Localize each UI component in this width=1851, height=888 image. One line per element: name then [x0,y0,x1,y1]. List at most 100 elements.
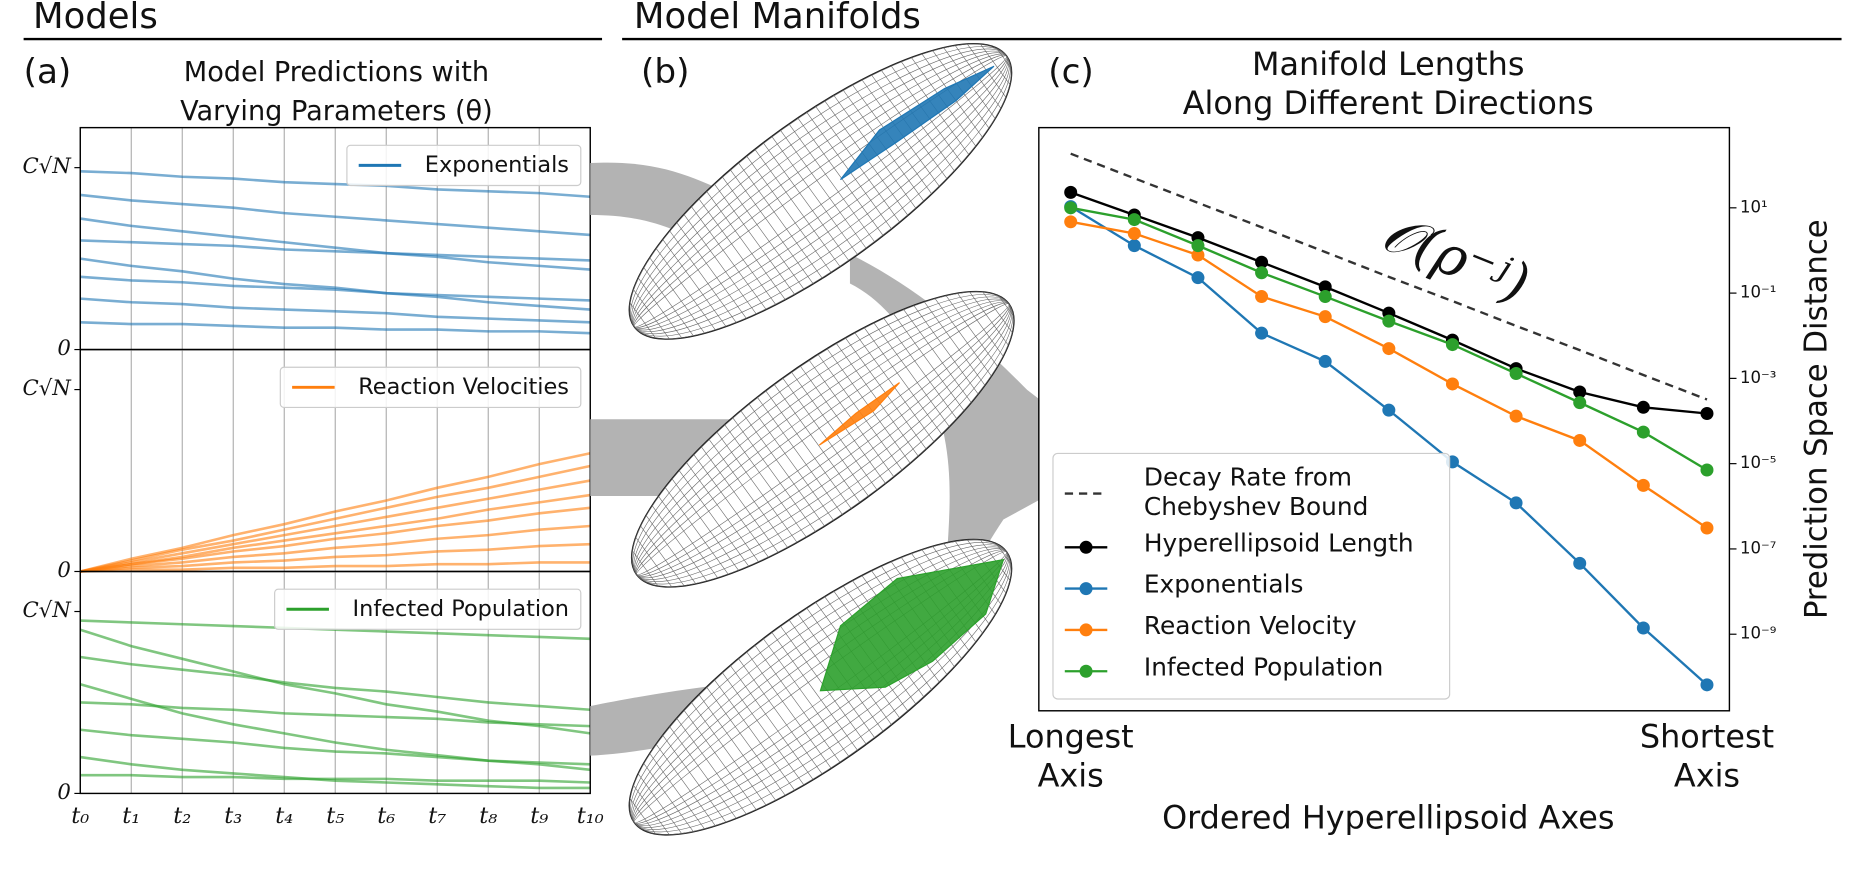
prediction-line [80,297,591,324]
wire [705,434,792,553]
panel-label: (b) [641,52,689,92]
manifold-patch [840,65,995,181]
prediction-line [80,773,591,784]
wire [859,321,947,441]
wire [765,390,852,510]
prediction-line [80,320,591,335]
wire [713,427,801,547]
y-tick-label: C√N [22,598,72,623]
wire [670,458,758,578]
legend-label-box: Reaction Velocity [1143,611,1357,640]
legend-box [346,144,582,187]
wire [694,192,781,312]
x-tick-label: t₆ [377,803,395,829]
legend-marker [1079,664,1093,678]
wire [722,421,809,541]
y-tick-label: 0 [57,558,71,583]
wire [711,179,798,299]
legend-label-box: Decay Rate from Chebyshev Bound [1143,462,1369,521]
series-point [1700,521,1714,535]
chart-title: Manifold Lengths [1252,45,1524,83]
series-point [1255,266,1269,280]
wire [676,700,764,820]
legend-label: Hyperellipsoid Length [1143,528,1414,558]
x-tick-label: t₈ [479,803,497,829]
y-tick-label: 10⁻¹ [1740,283,1776,302]
chart-title: Varying Parameters (θ) [180,96,493,127]
wire [719,173,807,293]
wire [728,167,815,287]
series-point [1127,227,1141,240]
wire [790,371,878,491]
y-tick-label: C√N [22,376,72,401]
wire [737,656,824,776]
series-point [1382,403,1396,417]
wire [685,198,773,318]
series-point [1127,239,1141,253]
series-point [1509,367,1523,381]
wire [780,129,867,249]
series-point [1382,314,1396,328]
legend-label: Infected Population [1143,652,1384,682]
wire [702,186,790,305]
wire [771,136,858,255]
wire [782,377,869,497]
series-point [1700,678,1714,692]
wire [754,644,841,764]
wire [644,477,732,597]
wire [651,719,738,839]
legend-label-box: Exponentials [1144,570,1304,598]
wire [659,713,747,832]
wire [668,211,755,330]
series-point [1064,185,1078,199]
y-tick-label: 10⁻⁷ [1740,538,1776,557]
series-point [1573,385,1587,399]
wire [745,154,833,274]
wire [739,409,826,528]
prediction-line [80,506,591,573]
wire [642,725,730,845]
legend-box [1052,452,1451,700]
section-header: Model Manifolds [634,0,921,37]
series-point [1573,396,1587,410]
wire [702,681,790,801]
wire [662,465,749,585]
x-tick-label: t₃ [224,803,242,829]
prediction-line [80,561,591,573]
wire [668,706,755,826]
prediction-line [80,239,591,262]
wire [771,631,858,751]
chart-title: Along Different Directions [1183,84,1594,122]
series-point [1509,496,1523,510]
x-tick-label-box: Longest Axis [1008,719,1134,795]
series-point [1445,377,1459,391]
x-tick-label: t₇ [428,803,446,829]
wire [762,142,850,262]
legend-label: Decay Rate from Chebyshev Bound [1143,462,1369,521]
series-point [1636,621,1650,635]
series-point [1700,463,1714,477]
series-point [1255,326,1269,340]
y-tick-label: 0 [57,336,71,361]
legend-label: Reaction Velocity [1143,611,1357,640]
y-tick-label: 10¹ [1740,197,1768,216]
x-tick-label: t₁₀ [577,803,604,829]
series-point [1318,354,1332,368]
prediction-line [80,524,591,573]
series-point [1191,271,1205,285]
x-tick-label: t₄ [275,803,293,829]
legend-box [279,366,582,408]
panel-label: (a) [24,52,72,92]
x-tick-label: t₀ [71,803,89,829]
x-tick-label-box: Shortest Axis [1640,719,1774,795]
section-header: Models [33,0,158,37]
wire [696,440,783,560]
wire [642,229,730,349]
series-point [1700,407,1714,421]
wire [711,675,798,795]
legend-label: Reaction Velocities [358,374,569,400]
wire [773,384,861,503]
manifold-patch [818,382,900,446]
y-tick-label: 10⁻⁹ [1740,624,1777,643]
